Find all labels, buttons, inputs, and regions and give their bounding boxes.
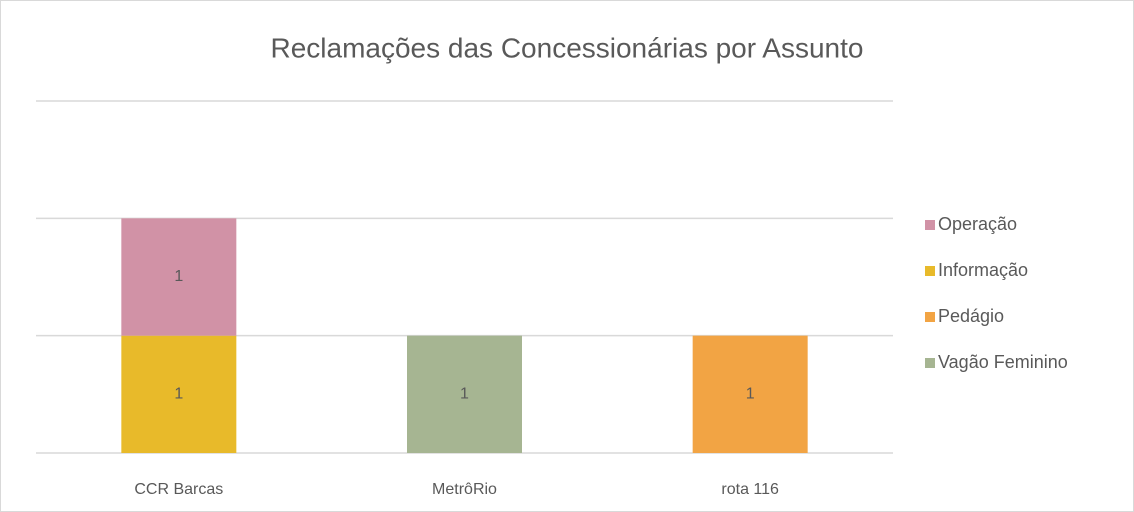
bar-segment: [407, 335, 522, 453]
data-label: 1: [174, 386, 183, 403]
chart-title: Reclamações das Concessionárias por Assu…: [271, 32, 864, 63]
bar-segment: [121, 218, 237, 336]
data-label: 1: [460, 386, 469, 403]
legend-swatch: [925, 358, 935, 368]
legend-label: Pedágio: [938, 306, 1004, 326]
x-tick-label: CCR Barcas: [134, 481, 223, 498]
legend-label: Informação: [938, 260, 1028, 280]
data-label: 1: [746, 386, 755, 403]
bar-segment: [121, 335, 237, 453]
legend-label: Vagão Feminino: [938, 352, 1068, 372]
data-label: 1: [174, 268, 183, 285]
legend-label: Operação: [938, 214, 1017, 234]
bar-segment: [692, 335, 808, 453]
legend-swatch: [925, 312, 935, 322]
legend-swatch: [925, 266, 935, 276]
x-tick-label: rota 116: [721, 481, 779, 498]
legend-swatch: [925, 220, 935, 230]
x-tick-label: MetrôRio: [432, 481, 497, 498]
